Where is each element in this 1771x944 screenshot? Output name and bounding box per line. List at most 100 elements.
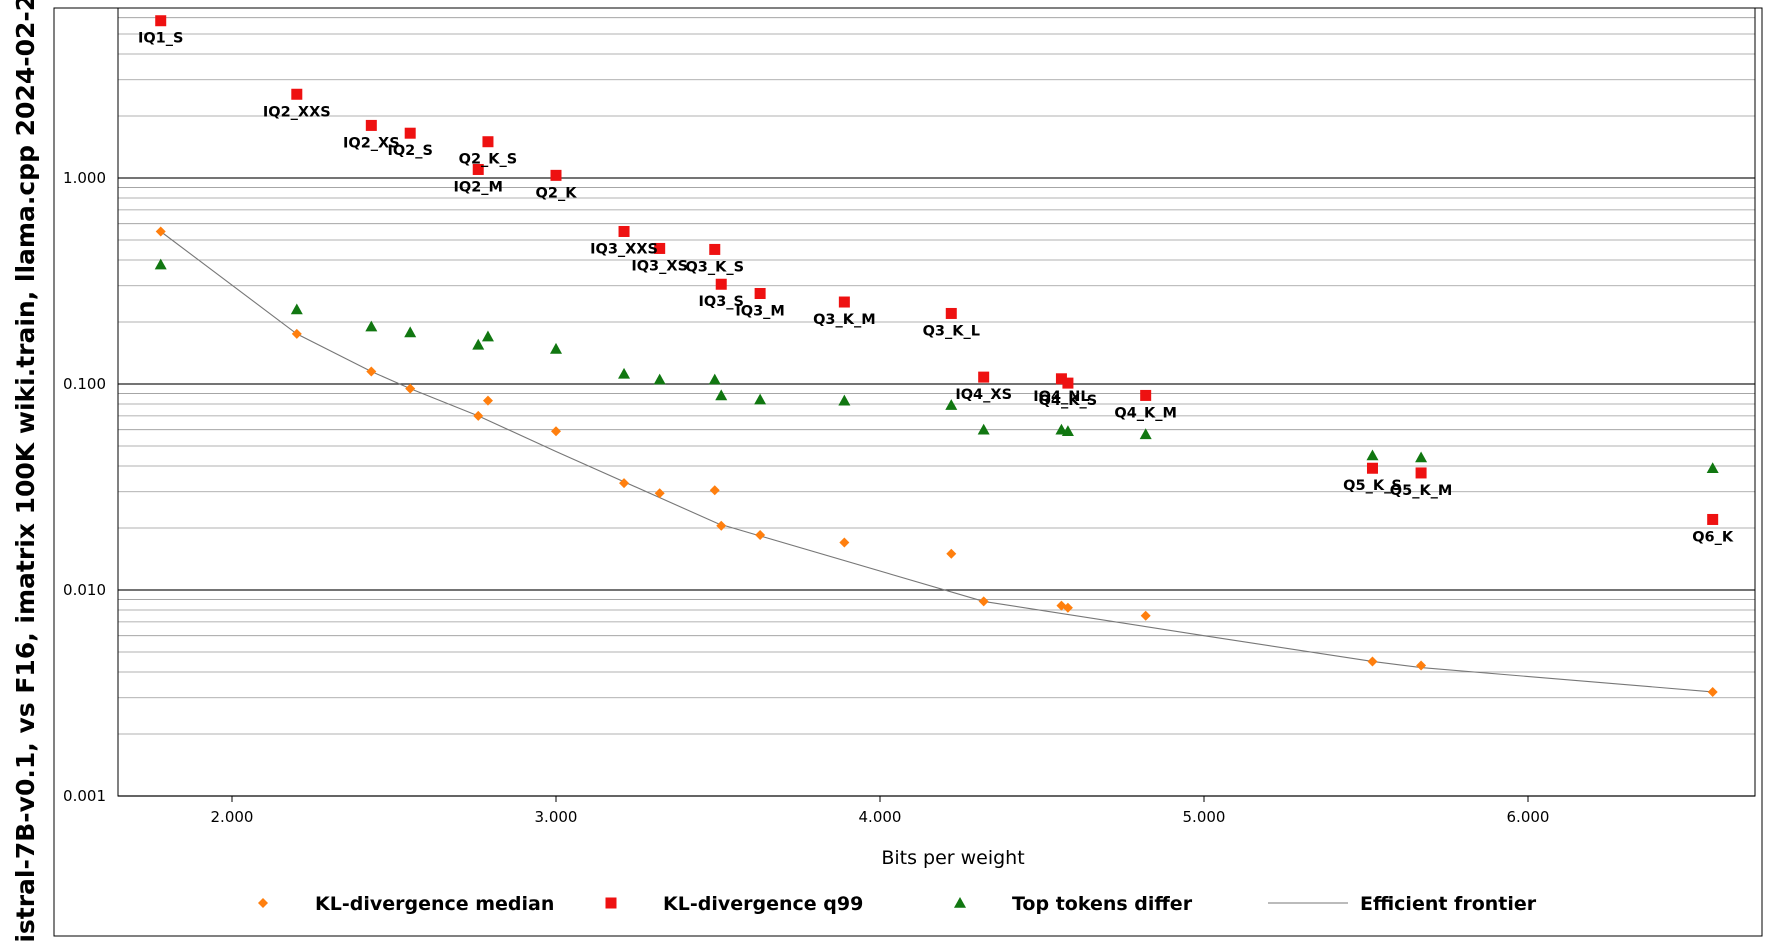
kl-divergence-median-point — [1416, 660, 1427, 671]
kl-divergence-q99-point — [472, 163, 484, 175]
y-axis-ticks: 0.001 0.010 0.100 1.000 — [63, 169, 106, 805]
top-tokens-differ-point — [1061, 425, 1074, 437]
x-axis-ticks: 2.000 3.000 4.000 5.000 6.000 — [211, 796, 1550, 826]
kl-divergence-median-point — [839, 537, 850, 548]
point-label: Q5_K_S — [1343, 478, 1402, 494]
x-axis-title: Bits per weight — [881, 847, 1024, 869]
kl-divergence-median-point — [1140, 610, 1151, 621]
kl-divergence-median-point — [291, 328, 302, 339]
kl-divergence-q99-point — [715, 278, 727, 290]
top-tokens-differ-point — [977, 423, 990, 435]
kl-divergence-q99-point — [365, 119, 377, 131]
legend-swatch — [605, 897, 617, 909]
point-label: Q6_K — [1692, 529, 1734, 545]
point-label: IQ4_NL — [1033, 389, 1089, 405]
point-label: Q2_K — [536, 185, 578, 201]
kl-divergence-q99-point — [1415, 467, 1427, 479]
point-label: IQ2_S — [387, 143, 433, 159]
top-tokens-differ-point — [653, 373, 666, 385]
top-tokens-differ-point — [481, 330, 494, 342]
y-tick-label: 0.010 — [63, 581, 106, 599]
x-tick-label: 5.000 — [1183, 808, 1226, 826]
point-label: Q3_K_S — [685, 259, 744, 275]
kl-divergence-q99-point — [618, 225, 630, 237]
kl-divergence-median-point — [551, 426, 561, 437]
kl-divergence-q99-point — [482, 136, 494, 148]
top-tokens-differ-point — [1366, 449, 1379, 461]
kl-divergence-q99-point — [1707, 513, 1719, 525]
legend-entry-label: Top tokens differ — [1012, 893, 1193, 915]
legend-swatch — [258, 898, 268, 908]
top-tokens-differ-point — [472, 338, 485, 350]
kl-divergence-q99-point — [1062, 377, 1074, 389]
kl-divergence-q99-point — [654, 242, 666, 254]
x-tick-label: 6.000 — [1507, 808, 1550, 826]
efficient-frontier-series — [160, 231, 1713, 693]
kl-divergence-median-point — [405, 383, 416, 394]
point-label: Q3_K_L — [923, 323, 980, 339]
x-tick-label: 3.000 — [535, 808, 578, 826]
kl-divergence-q99-point — [1055, 373, 1067, 385]
plot-area-frame — [117, 7, 1756, 797]
legend-swatch — [954, 897, 966, 908]
top-tokens-differ-point — [154, 258, 167, 270]
kl-divergence-median-point — [978, 596, 989, 607]
kl-divergence-median-point — [755, 529, 766, 540]
point-label: IQ2_XXS — [263, 104, 331, 120]
kl-divergence-median-point — [155, 226, 166, 237]
top-tokens-differ-point — [1706, 462, 1719, 474]
point-label: Q4_K_S — [1039, 393, 1098, 409]
top-tokens-differ-point — [550, 342, 562, 354]
kl-divergence-q99-point — [1366, 462, 1378, 474]
y-tick-label: 0.100 — [63, 375, 106, 393]
legend-entry-label: Efficient frontier — [1360, 893, 1537, 915]
top-tokens-differ-point — [715, 389, 728, 401]
kl-divergence-median-point — [366, 366, 377, 377]
efficient-frontier-line — [160, 231, 1713, 693]
top-tokens-differ-point — [945, 399, 958, 410]
kl-divergence-q99-point — [978, 371, 990, 383]
kl-divergence-q99-point — [1140, 389, 1152, 401]
point-label: IQ4_XS — [955, 387, 1012, 403]
point-label: Q5_K_M — [1390, 483, 1453, 499]
legend-entry-label: KL-divergence median — [315, 893, 554, 915]
top-tokens-differ-point — [365, 320, 378, 332]
point-label: IQ3_XS — [631, 258, 688, 274]
top-tokens-differ-point — [290, 303, 303, 315]
point-label: Q2_K_S — [459, 152, 518, 168]
x-tick-label: 4.000 — [859, 808, 902, 826]
y-tick-label: 0.001 — [63, 787, 106, 805]
y-axis-title: Mistral-7B-v0.1, vs F16, imatrix 100K wi… — [11, 0, 40, 944]
point-label: IQ1_S — [138, 31, 184, 47]
top-tokens-differ-point — [404, 326, 417, 338]
x-tick-label: 2.000 — [211, 808, 254, 826]
kl-divergence-q99-point — [550, 169, 562, 181]
gridlines — [118, 17, 1755, 797]
point-label: IQ2_XS — [343, 135, 400, 151]
kl-divergence-median-point — [709, 485, 720, 496]
kl-divergence-q99-point — [291, 88, 303, 100]
point-label: Q3_K_M — [813, 312, 876, 328]
point-label: Q4_K_M — [1114, 405, 1177, 421]
kl-divergence-q99-point — [709, 243, 721, 255]
point-label: IQ3_S — [698, 294, 744, 310]
point-label: IQ3_M — [735, 303, 785, 319]
top-tokens-differ-point — [708, 373, 721, 385]
kl-divergence-q99-point — [404, 127, 416, 139]
top-tokens-differ-point — [754, 393, 767, 405]
outer-frame — [53, 7, 1763, 937]
kl-divergence-median-point — [716, 520, 727, 531]
top-tokens-differ-point — [1139, 428, 1152, 440]
kl-divergence-q99-point — [155, 15, 167, 27]
kl-divergence-median-point — [946, 548, 957, 559]
kl-divergence-q99-point — [838, 296, 850, 308]
kl-divergence-median-point — [1707, 686, 1718, 697]
kl-divergence-median-point — [1367, 656, 1378, 667]
kl-divergence-median-point — [473, 410, 484, 421]
top-tokens-differ-point — [838, 394, 851, 406]
legend: KL-divergence median KL-divergence q99 Top… — [258, 893, 1537, 915]
kl-divergence-median-point — [482, 395, 493, 406]
kl-divergence-median-point — [654, 488, 665, 499]
